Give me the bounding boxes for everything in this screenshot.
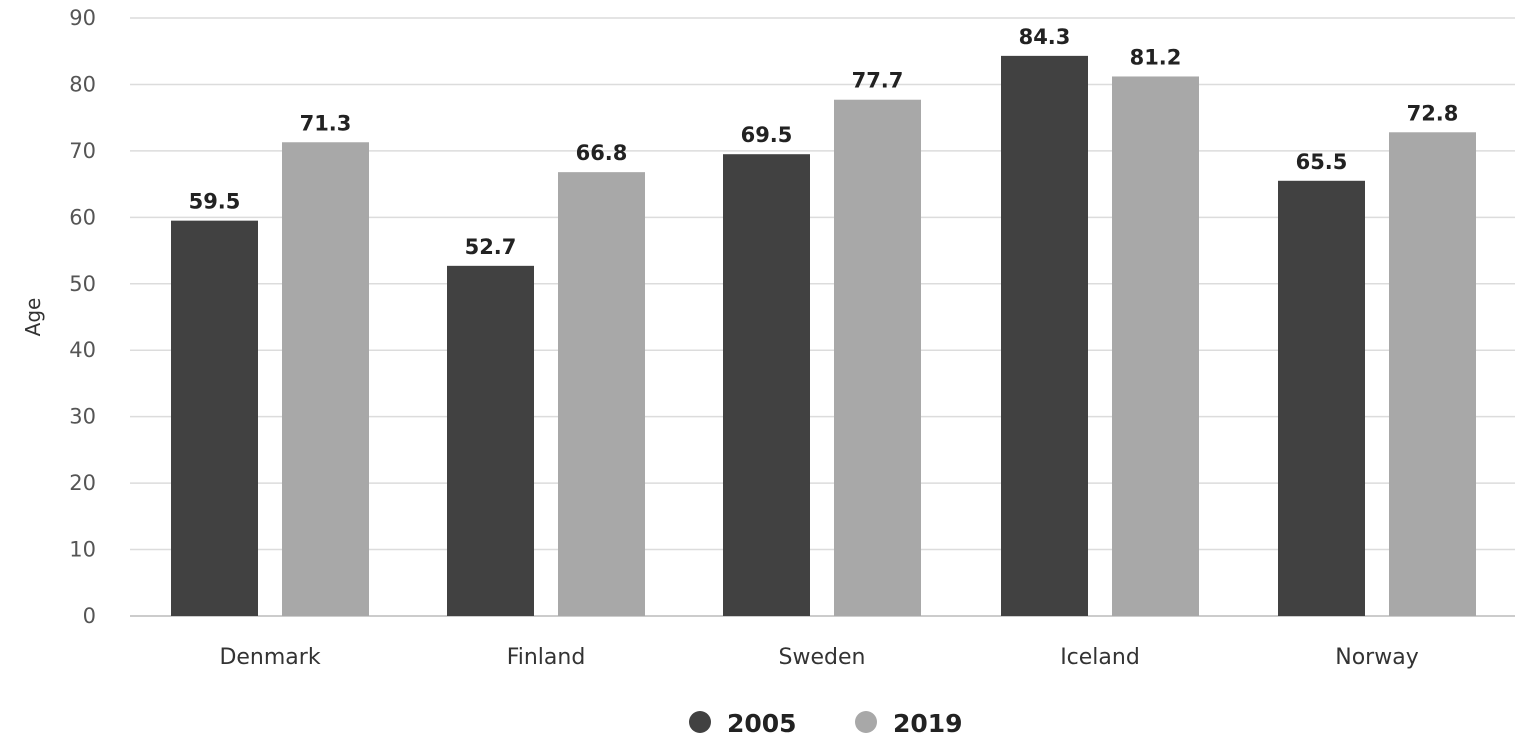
bars (171, 55, 1476, 617)
y-axis-ticks: 0 10 20 30 40 50 60 70 80 90 (69, 6, 96, 628)
bar-denmark-2005 (171, 220, 258, 616)
bar-sweden-2019 (834, 99, 921, 616)
value-label-finland-2005: 52.7 (465, 235, 517, 259)
y-tick-label: 20 (69, 471, 96, 495)
legend-label-2019[interactable]: 2019 (893, 709, 963, 737)
bar-iceland-2019 (1112, 76, 1199, 616)
x-axis-categories: Denmark Finland Sweden Iceland Norway (219, 645, 1418, 670)
value-label-iceland-2019: 81.2 (1130, 45, 1182, 69)
y-tick-label: 30 (69, 405, 96, 429)
y-tick-label: 10 (69, 538, 96, 562)
value-label-norway-2005: 65.5 (1296, 150, 1348, 174)
x-tick-label-iceland: Iceland (1060, 645, 1140, 670)
bar-iceland-2005 (1001, 55, 1088, 616)
y-tick-label: 70 (69, 139, 96, 163)
y-tick-label: 90 (69, 6, 96, 30)
y-axis-title: Age (21, 298, 45, 337)
legend-marker-2019[interactable] (855, 711, 877, 733)
value-label-norway-2019: 72.8 (1407, 101, 1459, 125)
bar-finland-2005 (447, 265, 534, 616)
y-tick-label: 60 (69, 205, 96, 229)
x-tick-label-finland: Finland (507, 645, 586, 670)
y-tick-label: 0 (83, 604, 96, 628)
legend: 2005 2019 (689, 709, 963, 737)
value-label-sweden-2019: 77.7 (852, 69, 904, 93)
bar-norway-2005 (1278, 180, 1365, 617)
legend-marker-2005[interactable] (689, 711, 711, 733)
value-label-iceland-2005: 84.3 (1019, 25, 1071, 49)
bar-finland-2019 (558, 172, 645, 616)
y-tick-label: 40 (69, 338, 96, 362)
bar-norway-2019 (1389, 132, 1476, 617)
value-label-finland-2019: 66.8 (576, 141, 628, 165)
value-labels: 59.5 71.3 52.7 66.8 69.5 77.7 84.3 81.2 65.5 72.8 (189, 25, 1459, 259)
x-tick-label-sweden: Sweden (779, 645, 866, 670)
bar-sweden-2005 (723, 154, 810, 616)
legend-label-2005[interactable]: 2005 (727, 709, 797, 737)
x-tick-label-denmark: Denmark (219, 645, 320, 670)
value-label-sweden-2005: 69.5 (741, 123, 793, 147)
bar-denmark-2019 (282, 142, 369, 617)
x-tick-label-norway: Norway (1335, 645, 1418, 670)
y-tick-label: 50 (69, 272, 96, 296)
value-label-denmark-2019: 71.3 (300, 111, 352, 135)
y-tick-label: 80 (69, 72, 96, 96)
value-label-denmark-2005: 59.5 (189, 190, 241, 214)
